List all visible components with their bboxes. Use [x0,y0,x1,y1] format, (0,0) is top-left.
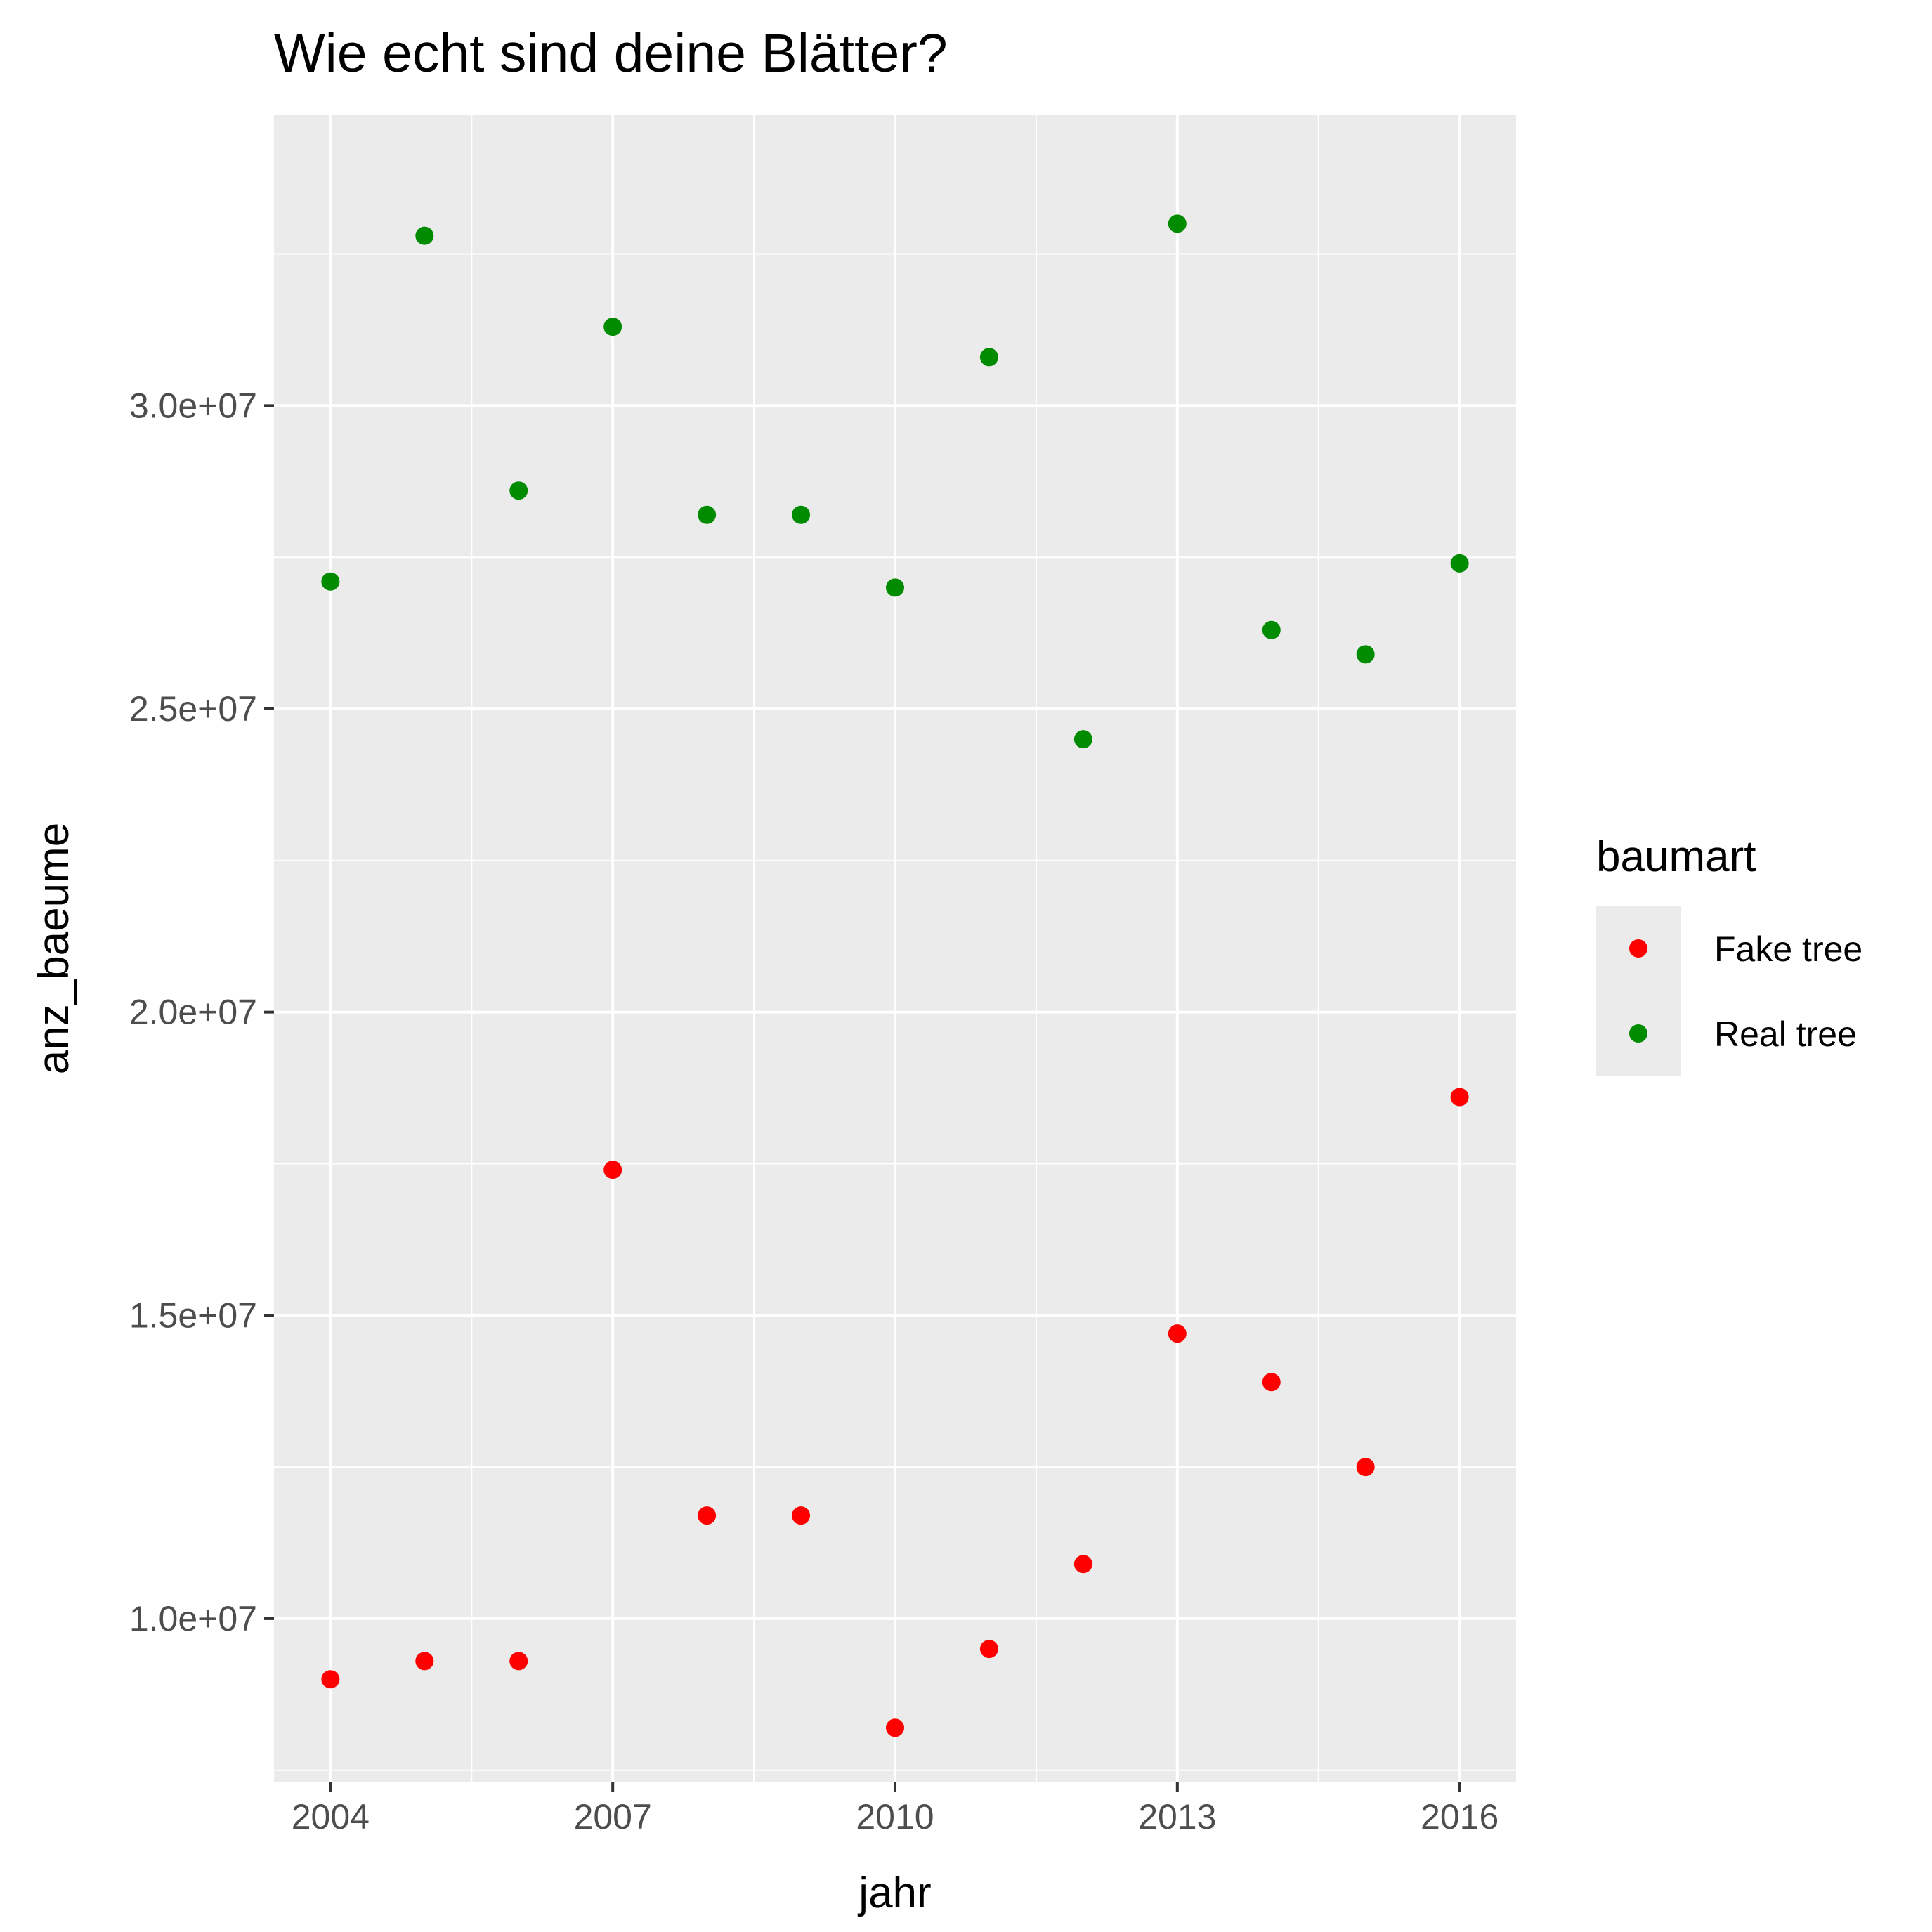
fake-tree-point [1168,1324,1187,1343]
fake-tree-point [603,1161,622,1180]
real-tree-point [509,481,528,500]
x-axis-title: jahr [857,1869,931,1917]
real-tree-point [603,318,622,337]
x-tick-label: 2013 [1138,1797,1216,1836]
real-tree-point [698,505,717,524]
legend-keys-background [1596,906,1681,1076]
y-tick-labels: 1.0e+07 1.5e+07 2.0e+07 2.5e+07 3.0e+07 [129,386,257,1638]
fake-tree-point [1262,1373,1281,1392]
real-tree-point [979,348,998,367]
real-tree-point [1356,645,1375,664]
y-tick-label: 2.5e+07 [129,689,257,729]
x-tick-labels: 2004 2007 2010 2013 2016 [292,1797,1499,1836]
fake-tree-point [979,1640,998,1659]
y-tick-label: 1.5e+07 [129,1295,257,1335]
data-points [321,214,1469,1737]
grid-major [274,115,1516,1782]
real-tree-point [1168,214,1187,233]
legend-key-fake-tree [1629,939,1647,958]
legend-label-real-tree: Real tree [1714,1014,1857,1054]
fake-tree-point [1450,1088,1469,1107]
y-axis-title: anz_baeume [30,823,78,1075]
y-tick-label: 1.0e+07 [129,1599,257,1638]
x-tick-label: 2010 [856,1797,934,1836]
legend-label-fake-tree: Fake tree [1714,929,1862,969]
fake-tree-point [321,1670,340,1689]
legend: baumart Fake tree Real tree [1596,833,1862,1076]
y-tick-label: 3.0e+07 [129,386,257,425]
fake-tree-point [415,1652,434,1671]
x-tick-label: 2007 [574,1797,652,1836]
legend-key-real-tree [1629,1024,1647,1043]
real-tree-point [1262,620,1281,639]
fake-tree-point [1356,1458,1375,1477]
fake-tree-point [792,1506,811,1525]
y-tick-label: 2.0e+07 [129,993,257,1032]
x-tick-label: 2016 [1421,1797,1499,1836]
legend-title: baumart [1596,833,1756,881]
fake-tree-point [1073,1555,1092,1574]
real-tree-point [415,226,434,245]
fake-tree-point [886,1718,904,1737]
chart-title: Wie echt sind deine Blätter? [274,23,948,84]
fake-tree-point [509,1652,528,1671]
real-tree-point [792,505,811,524]
fake-tree-point [698,1506,717,1525]
x-tick-label: 2004 [292,1797,370,1836]
real-tree-point [886,578,904,597]
real-tree-point [1450,554,1469,573]
axis-ticks [264,404,1461,1792]
real-tree-point [1073,730,1092,749]
real-tree-point [321,572,340,591]
